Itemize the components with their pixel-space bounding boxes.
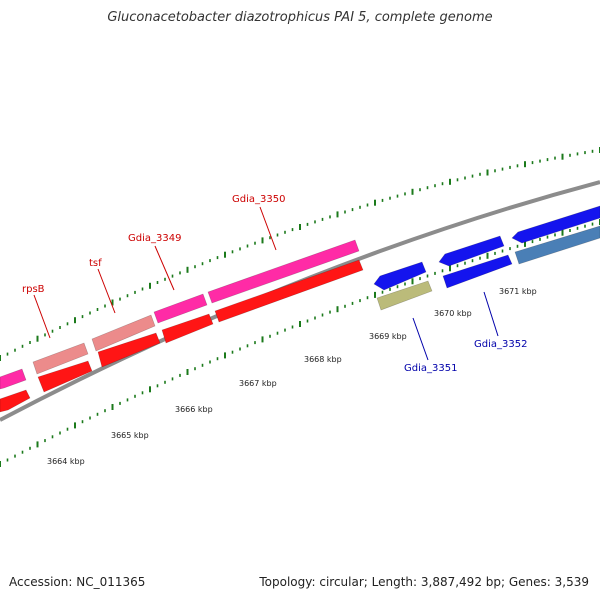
scale-label: 3671 kbp (499, 287, 537, 296)
gene-block-Gdia_3351[interactable] (373, 261, 427, 291)
scale-label: 3669 kbp (369, 332, 407, 341)
scale-label: 3665 kbp (111, 431, 149, 440)
genome-summary-text: Topology: circular; Length: 3,887,492 bp… (259, 575, 589, 589)
gene-block[interactable] (97, 332, 161, 368)
gene-callouts (33, 206, 499, 361)
scale-label: 3667 kbp (239, 379, 277, 388)
gene-block[interactable] (511, 205, 600, 244)
accession-text: Accession: NC_011365 (9, 575, 146, 589)
genome-backbone (0, 180, 600, 422)
gene-block[interactable] (514, 225, 600, 265)
map-title: Gluconacetobacter diazotrophicus PAI 5, … (107, 10, 493, 25)
inner-tick-row (0, 219, 600, 467)
gene-block-rpsB[interactable] (32, 342, 89, 375)
gene-labels: rpsB tsf Gdia_3349 Gdia_3350 Gdia_3351 G… (22, 194, 527, 374)
gene-label-Gdia_3352: Gdia_3352 (474, 339, 527, 350)
gene-block-Gdia_3349[interactable] (153, 293, 208, 324)
forward-strand-genes (0, 205, 600, 413)
scale-label: 3668 kbp (304, 355, 342, 364)
gene-block[interactable] (442, 254, 513, 289)
gene-block[interactable] (214, 259, 364, 323)
gene-block-Gdia_3350[interactable] (207, 239, 360, 304)
gene-block-Gdia_3352[interactable] (438, 235, 505, 267)
scale-label: 3666 kbp (175, 405, 213, 414)
gene-label-Gdia_3349: Gdia_3349 (128, 233, 181, 244)
scale-label: 3664 kbp (47, 457, 85, 466)
scale-label: 3670 kbp (434, 309, 472, 318)
gene-block[interactable] (0, 368, 27, 390)
outer-tick-row (0, 147, 600, 361)
gene-block-tsf[interactable] (91, 314, 156, 352)
gene-block[interactable] (37, 360, 93, 393)
gene-block[interactable] (161, 313, 214, 344)
gene-label-Gdia_3351: Gdia_3351 (404, 363, 457, 374)
gene-label-Gdia_3350: Gdia_3350 (232, 194, 285, 205)
gene-block[interactable] (376, 280, 433, 311)
scale-labels: 3664 kbp 3665 kbp 3666 kbp 3667 kbp 3668… (47, 287, 537, 466)
gene-label-rpsB: rpsB (22, 284, 45, 295)
gene-block[interactable] (0, 389, 31, 413)
gene-label-tsf: tsf (89, 258, 102, 269)
